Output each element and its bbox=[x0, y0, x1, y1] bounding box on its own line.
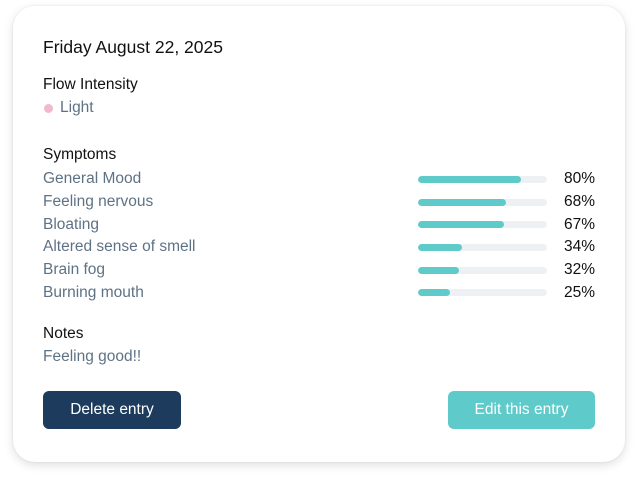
symptom-row: Bloating 67% bbox=[43, 213, 595, 236]
symptom-percent: 25% bbox=[563, 283, 595, 301]
symptom-percent: 80% bbox=[563, 170, 595, 188]
symptom-name: General Mood bbox=[43, 170, 142, 188]
symptom-bar-track bbox=[418, 243, 547, 251]
flow-intensity-value: Light bbox=[60, 99, 94, 116]
edit-entry-button[interactable]: Edit this entry bbox=[448, 391, 595, 429]
symptom-bar-track bbox=[418, 266, 547, 274]
flow-intensity-label: Flow Intensity bbox=[43, 76, 138, 93]
symptom-name: Altered sense of smell bbox=[43, 238, 196, 256]
symptom-row: Feeling nervous 68% bbox=[43, 191, 595, 214]
symptom-name: Feeling nervous bbox=[43, 193, 154, 211]
entry-actions: Delete entry Edit this entry bbox=[43, 391, 595, 429]
symptom-percent: 67% bbox=[563, 215, 595, 233]
symptom-bar-track bbox=[418, 221, 547, 229]
symptom-bar-fill bbox=[418, 289, 451, 297]
symptom-bar-fill bbox=[418, 243, 462, 251]
symptom-name: Brain fog bbox=[43, 261, 106, 279]
symptom-bar-fill bbox=[418, 175, 522, 183]
symptom-row: Brain fog 32% bbox=[43, 259, 595, 282]
symptom-bar-fill bbox=[418, 221, 505, 229]
symptom-name: Bloating bbox=[43, 215, 100, 233]
symptom-row: Altered sense of smell 34% bbox=[43, 236, 595, 259]
flow-dot-icon bbox=[44, 103, 53, 113]
symptom-percent: 32% bbox=[563, 261, 595, 279]
flow-intensity-row: Light bbox=[43, 98, 595, 118]
delete-entry-button[interactable]: Delete entry bbox=[43, 391, 181, 429]
symptom-row: General Mood 80% bbox=[43, 168, 595, 191]
symptom-bar-track bbox=[418, 198, 547, 206]
symptom-percent: 34% bbox=[563, 238, 595, 256]
symptom-percent: 68% bbox=[563, 193, 595, 211]
entry-date: Friday August 22, 2025 bbox=[43, 37, 223, 57]
symptom-bar-fill bbox=[418, 198, 506, 206]
notes-value: Feeling good!! bbox=[43, 348, 142, 366]
symptom-bar-track bbox=[418, 289, 547, 297]
symptom-list: General Mood 80% Feeling nervous 68% Bloatin… bbox=[43, 168, 595, 304]
symptom-row: Burning mouth 25% bbox=[43, 281, 595, 304]
symptom-bar-track bbox=[418, 175, 547, 183]
symptom-name: Burning mouth bbox=[43, 283, 144, 301]
symptoms-label: Symptoms bbox=[43, 146, 117, 163]
entry-card: Friday August 22, 2025 Flow Intensity Li… bbox=[13, 6, 625, 462]
symptom-bar-fill bbox=[418, 266, 460, 274]
notes-label: Notes bbox=[43, 325, 84, 343]
